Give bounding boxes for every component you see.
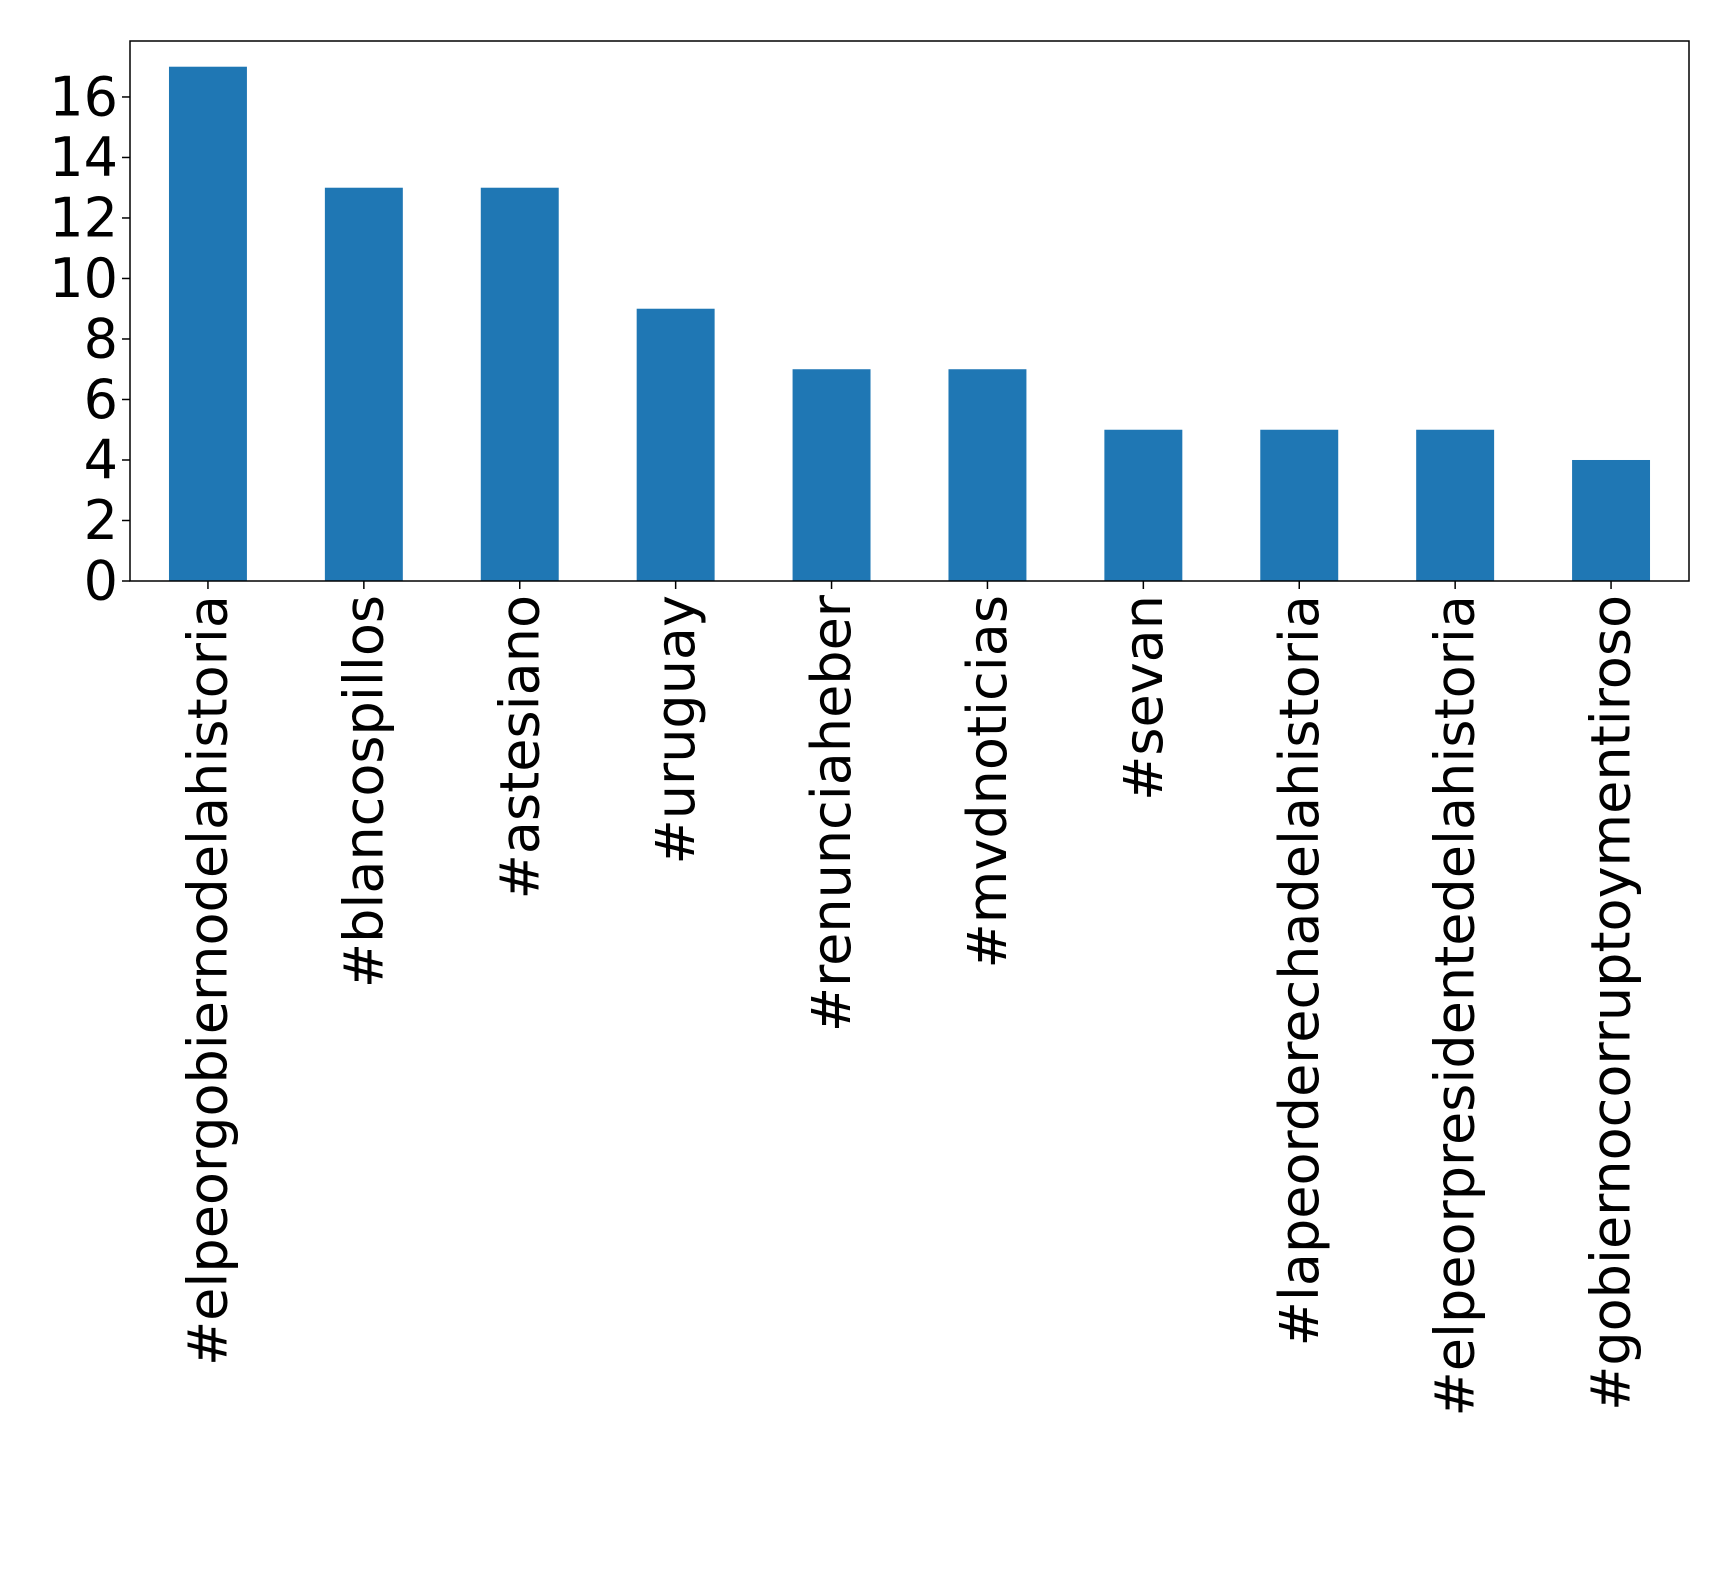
axes-frame bbox=[129, 40, 1690, 582]
bar bbox=[324, 187, 403, 581]
bar bbox=[480, 187, 559, 581]
y-tick-label: 4 bbox=[84, 428, 118, 491]
y-tick-label: 10 bbox=[49, 247, 118, 310]
y-tick-label: 12 bbox=[49, 186, 118, 249]
x-tick-label: #lapeorderechadelahistoria bbox=[1268, 595, 1331, 1346]
bar bbox=[1104, 429, 1183, 581]
y-tick-label: 16 bbox=[49, 65, 118, 128]
bars-group bbox=[168, 66, 1651, 581]
bar bbox=[948, 369, 1027, 581]
y-tick-label: 0 bbox=[84, 550, 118, 613]
y-tick-label: 2 bbox=[84, 489, 118, 552]
y-tick-label: 8 bbox=[84, 307, 118, 370]
x-tick-label: #gobiernocorruptoymentiroso bbox=[1580, 595, 1643, 1411]
x-tick-label: #elpeorpresidentedelahistoria bbox=[1424, 595, 1487, 1416]
x-tick-label: #astesiano bbox=[488, 595, 551, 899]
x-tick-label: #mvdnoticias bbox=[956, 595, 1019, 968]
bar bbox=[1572, 459, 1651, 581]
x-tick-label: #renunciaheber bbox=[800, 594, 863, 1032]
x-axis: #elpeorgobiernodelahistoria #blancospillo… bbox=[176, 581, 1643, 1416]
x-tick-label: #blancospillos bbox=[332, 595, 395, 988]
bar bbox=[636, 308, 715, 581]
y-tick-label: 6 bbox=[84, 368, 118, 431]
x-tick-label: #sevan bbox=[1112, 595, 1175, 801]
bar bbox=[168, 66, 247, 581]
y-tick-label: 14 bbox=[49, 126, 118, 189]
x-tick-label: #elpeorgobiernodelahistoria bbox=[176, 595, 239, 1366]
bar bbox=[1416, 429, 1495, 581]
x-tick-label: #uruguay bbox=[644, 595, 707, 864]
bar bbox=[792, 369, 871, 581]
bar bbox=[1260, 429, 1339, 581]
